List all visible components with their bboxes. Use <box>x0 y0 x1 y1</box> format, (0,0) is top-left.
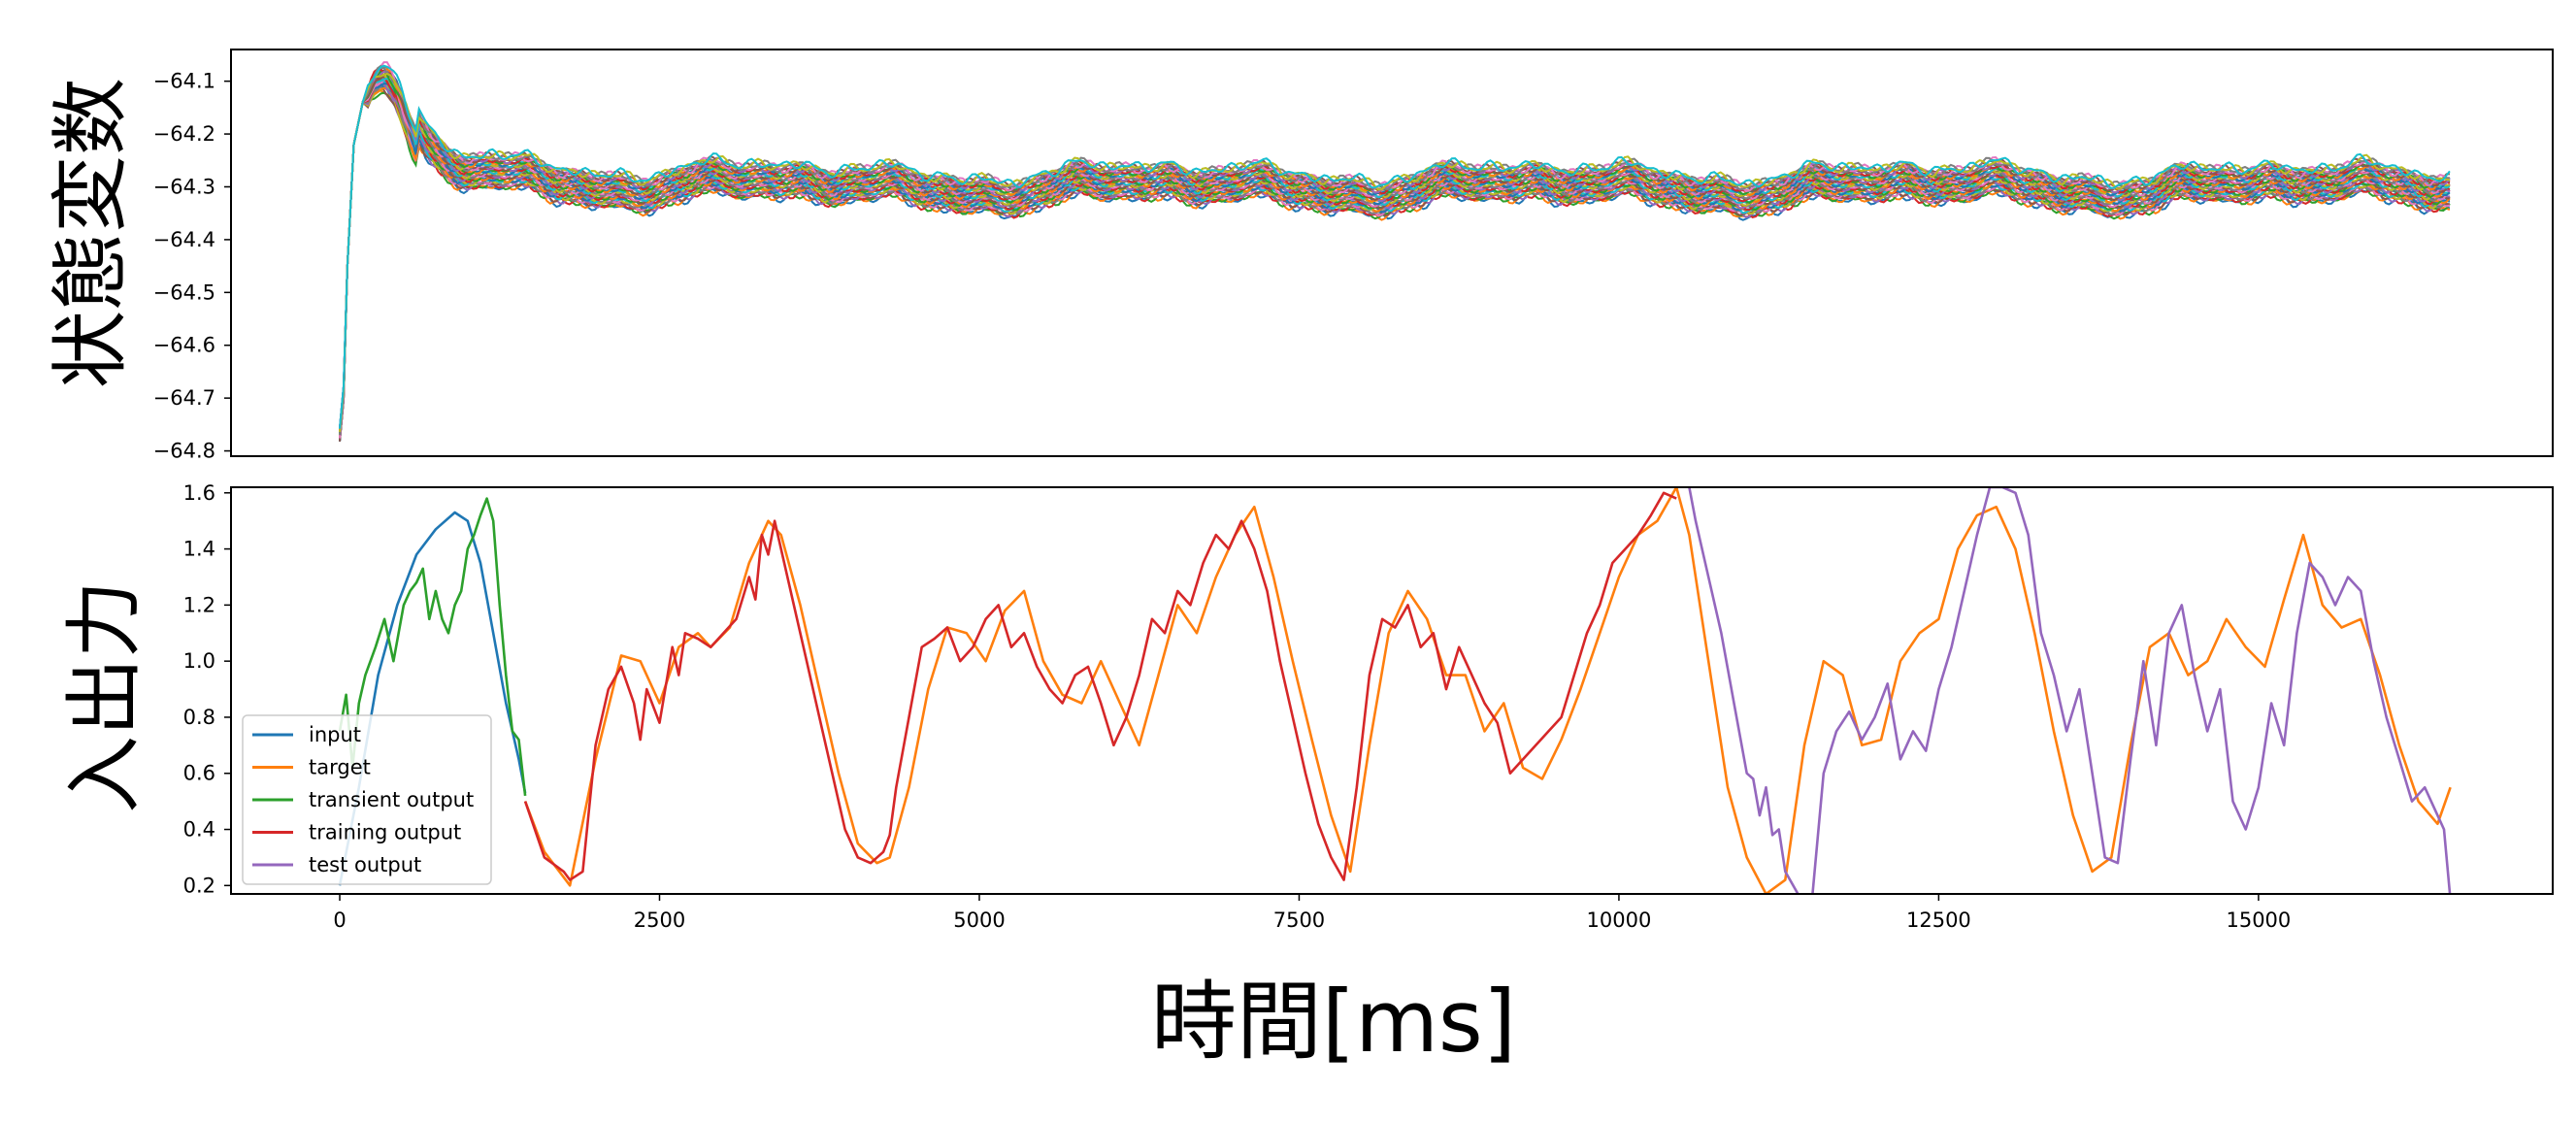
state-trace-line <box>339 65 2451 436</box>
state-trace-line <box>339 86 2451 439</box>
state-trace-line <box>339 74 2451 429</box>
io-series-group <box>338 488 2452 893</box>
state-trace-line <box>339 85 2451 433</box>
state-trace-line <box>339 87 2451 439</box>
state-variable-chart: −64.8 −64.7 −64.6 −64.5 −64.4 −64.3 −64.2 −64.1… <box>46 49 2554 463</box>
legend-label: training output <box>309 821 461 844</box>
state-trace-line <box>339 61 2451 439</box>
state-trace-line <box>339 70 2451 433</box>
state-trace-line <box>339 64 2451 429</box>
series-line-input <box>338 511 527 886</box>
io-chart: 0.2 0.4 0.6 0.8 1.0 1.2 1.4 1.6 0 2500 5000 7500 10… <box>59 481 2554 1072</box>
state-trace-line <box>339 67 2451 433</box>
state-trace-line <box>339 80 2450 442</box>
x-tick-label: 5000 <box>953 908 1005 932</box>
state-trace-line <box>339 84 2451 439</box>
x-tick-label: 15000 <box>2226 908 2291 932</box>
state-trace-line <box>339 81 2451 436</box>
state-trace-line <box>339 73 2450 433</box>
state-trace-line <box>339 64 2450 436</box>
legend: input target transient output training outp… <box>242 714 492 885</box>
state-plot-frame <box>230 49 2554 457</box>
state-y-tick-label: −64.2 <box>153 122 215 146</box>
state-trace-line <box>339 82 2451 429</box>
state-y-tick-label: −64.4 <box>153 228 215 251</box>
state-trace-line <box>339 68 2451 439</box>
legend-label: transient output <box>309 788 474 811</box>
state-trace-line <box>339 79 2450 429</box>
state-trace-line <box>339 84 2451 433</box>
io-y-ticks: 0.2 0.4 0.6 0.8 1.0 1.2 1.4 1.6 <box>183 481 231 897</box>
state-trace-line <box>339 70 2451 429</box>
state-trace-line <box>339 72 2450 442</box>
legend-label: target <box>309 756 371 779</box>
io-y-tick-label: 0.2 <box>183 874 215 897</box>
x-tick-label: 12500 <box>1906 908 1971 932</box>
state-trace-line <box>339 85 2450 442</box>
state-trace-line <box>339 85 2451 436</box>
x-axis-label: 時間[ms] <box>1151 972 1516 1072</box>
state-trace-line <box>339 75 2451 442</box>
state-trace-line <box>339 70 2451 442</box>
io-y-tick-label: 0.6 <box>183 762 215 785</box>
series-line-training-output <box>523 491 1677 881</box>
io-y-tick-label: 1.2 <box>183 593 215 616</box>
io-y-tick-label: 0.8 <box>183 706 215 729</box>
io-y-tick-label: 1.6 <box>183 481 215 505</box>
x-tick-label: 2500 <box>634 908 685 932</box>
state-y-tick-label: −64.3 <box>153 175 215 198</box>
state-trace-line <box>339 80 2451 442</box>
state-y-tick-label: −64.7 <box>153 386 215 410</box>
state-y-ticks: −64.8 −64.7 −64.6 −64.5 −64.4 −64.3 −64.2 −64.1 <box>153 70 231 463</box>
state-trace-line <box>339 81 2451 439</box>
io-y-tick-label: 1.0 <box>183 649 215 673</box>
state-series-group <box>339 61 2451 442</box>
state-trace-line <box>339 83 2451 442</box>
state-trace-line <box>339 74 2451 433</box>
legend-box <box>242 714 492 885</box>
state-trace-line <box>339 91 2451 436</box>
io-y-tick-label: 1.4 <box>183 538 215 561</box>
io-x-ticks: 0 2500 5000 7500 10000 12500 15000 <box>333 894 2291 932</box>
state-y-tick-label: −64.1 <box>153 70 215 93</box>
series-line-transient-output <box>338 497 527 797</box>
state-trace-line <box>339 78 2451 433</box>
state-trace-line <box>339 69 2451 436</box>
io-plot-frame <box>230 486 2554 895</box>
legend-label: test output <box>309 853 421 876</box>
state-y-axis-label: 状態変数 <box>46 78 136 388</box>
state-trace-line <box>339 76 2451 429</box>
state-y-tick-label: −64.6 <box>153 334 215 357</box>
state-y-tick-label: −64.8 <box>153 440 215 463</box>
state-trace-line <box>339 81 2451 436</box>
series-line-test-output <box>1688 488 2452 893</box>
state-trace-line <box>339 72 2451 436</box>
state-trace-line <box>339 76 2451 429</box>
x-tick-label: 0 <box>333 908 346 932</box>
state-trace-line <box>339 81 2451 442</box>
state-trace-line <box>339 77 2451 429</box>
state-trace-line <box>339 70 2450 433</box>
x-tick-label: 10000 <box>1587 908 1652 932</box>
state-trace-line <box>339 75 2451 439</box>
legend-label: input <box>309 723 361 746</box>
io-y-axis-label: 入出力 <box>59 580 149 813</box>
state-trace-line <box>339 77 2451 439</box>
x-tick-label: 7500 <box>1273 908 1325 932</box>
state-y-tick-label: −64.5 <box>153 281 215 304</box>
io-y-tick-label: 0.4 <box>183 818 215 842</box>
